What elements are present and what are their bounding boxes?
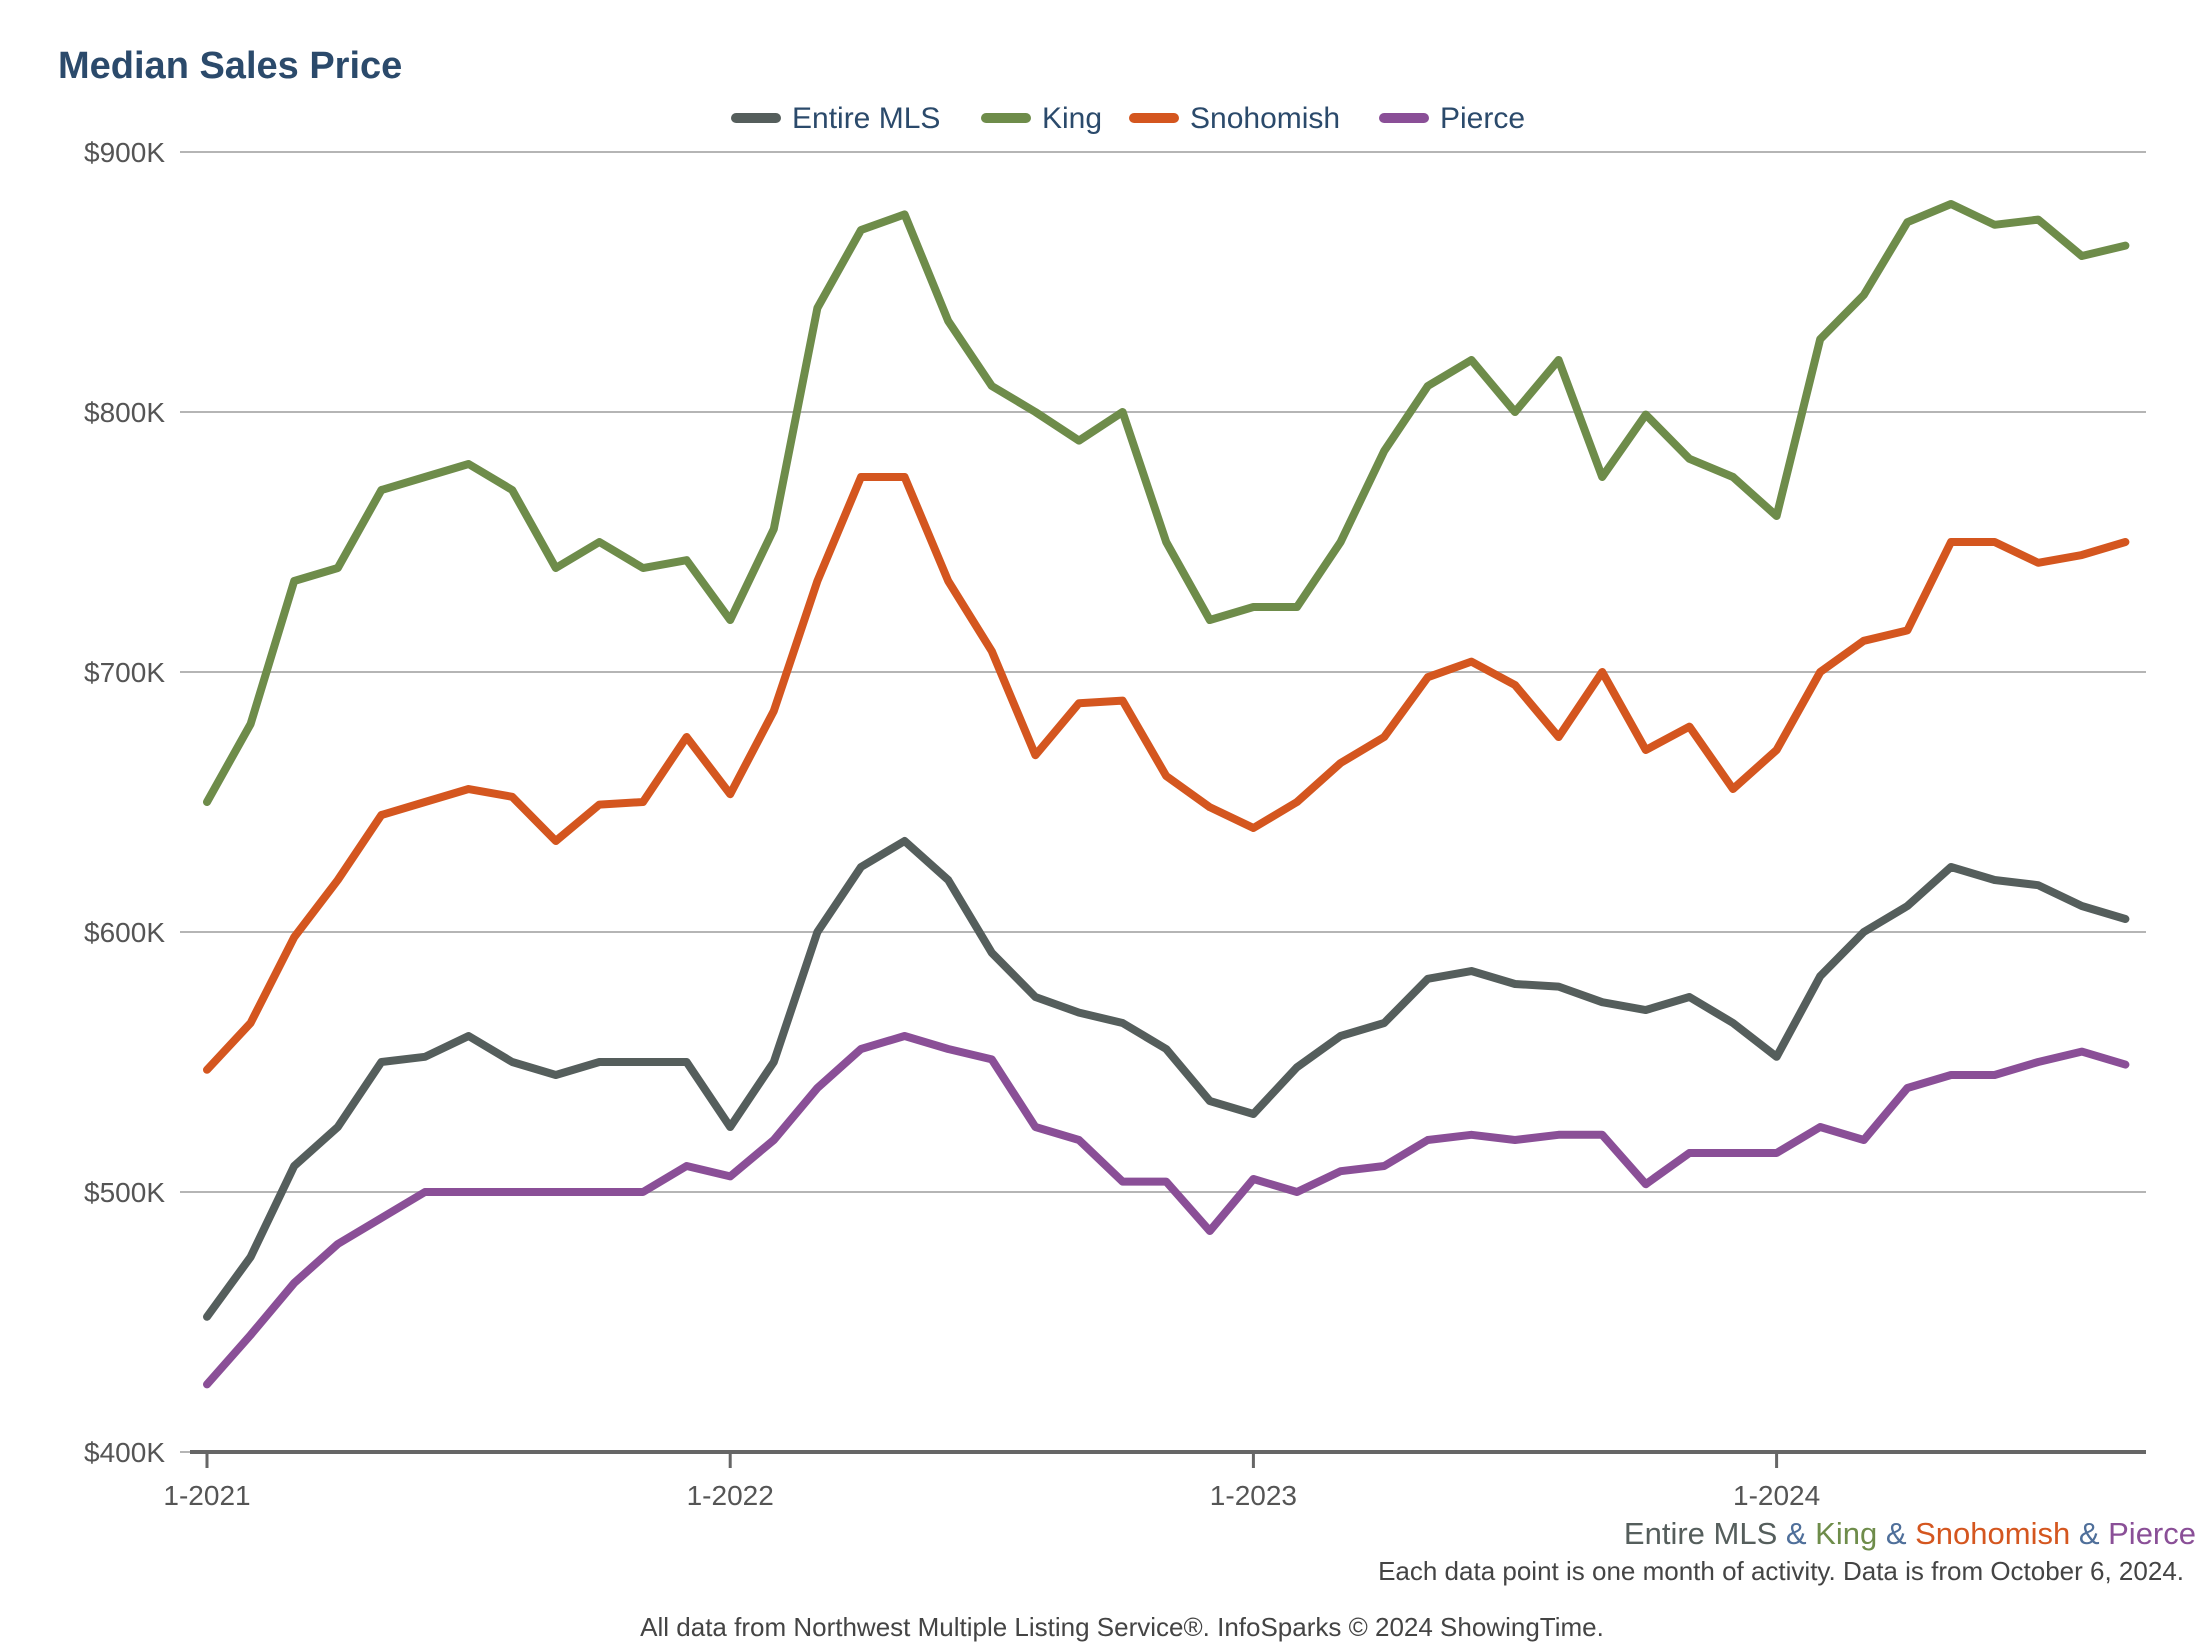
- footer-series-name: Snohomish: [1915, 1516, 2070, 1551]
- y-axis-ticks: $900K $800K $700K $600K $500K $400K: [84, 137, 205, 1468]
- series-line-pierce: [203, 1032, 2130, 1389]
- footer-series-name: Entire MLS: [1624, 1516, 1777, 1551]
- y-tick-label: $400K: [84, 1437, 165, 1468]
- series-line-king: [203, 200, 2130, 806]
- footer-amp: &: [1877, 1516, 1915, 1551]
- x-tick-label: 1-2021: [163, 1480, 250, 1511]
- legend-label: Entire MLS: [792, 102, 940, 135]
- x-tick-label: 1-2022: [687, 1480, 774, 1511]
- y-tick-label: $500K: [84, 1177, 165, 1208]
- grid: [190, 151, 2146, 1193]
- footer-series-list: Entire MLS & King & Snohomish & Pierce: [1624, 1516, 2196, 1551]
- y-tick-label: $600K: [84, 917, 165, 948]
- footer-note: Each data point is one month of activity…: [1378, 1556, 2184, 1586]
- series-line-entire-mls: [203, 837, 2130, 1321]
- footer-amp: &: [2070, 1516, 2108, 1551]
- x-axis: 1-2021 1-2022 1-2023 1-2024: [163, 1450, 2146, 1511]
- y-tick-label: $700K: [84, 657, 165, 688]
- series-lines: [203, 200, 2130, 1389]
- y-tick-label: $900K: [84, 137, 165, 168]
- legend-label: Snohomish: [1190, 102, 1340, 135]
- footer-series-name: Pierce: [2108, 1516, 2196, 1551]
- x-tick-label: 1-2024: [1733, 1480, 1820, 1511]
- x-tick-label: 1-2023: [1210, 1480, 1297, 1511]
- chart-title: Median Sales Price: [58, 45, 402, 87]
- legend-label: Pierce: [1440, 102, 1525, 135]
- y-tick-label: $800K: [84, 397, 165, 428]
- footer-source: All data from Northwest Multiple Listing…: [640, 1612, 1604, 1642]
- series-line-snohomish: [203, 473, 2130, 1074]
- footer-series-text: Entire MLS & King & Snohomish & Pierce: [1624, 1516, 2196, 1551]
- legend: Entire MLS King Snohomish Pierce: [731, 102, 1525, 135]
- footer-amp: &: [1777, 1516, 1815, 1551]
- footer-series-name: King: [1815, 1516, 1877, 1551]
- legend-label: King: [1042, 102, 1102, 135]
